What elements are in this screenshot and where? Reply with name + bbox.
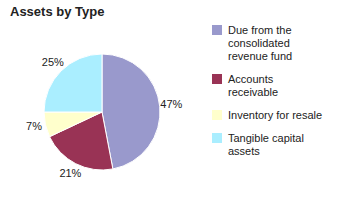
- legend: Due from theconsolidatedrevenue fund Acco…: [212, 24, 322, 157]
- legend-swatch: [212, 74, 222, 84]
- data-label: 47%: [160, 98, 182, 110]
- legend-swatch: [212, 25, 222, 35]
- data-label: 25%: [42, 56, 64, 68]
- data-labels: 47% 21% 7% 25%: [26, 56, 182, 179]
- legend-swatch: [212, 133, 222, 143]
- legend-label: Accountsreceivable: [228, 73, 278, 98]
- legend-swatch: [212, 110, 222, 120]
- pie-slice: [102, 54, 160, 169]
- chart-container: Assets by Type 47% 21% 7% 25% Due from thecon…: [0, 0, 354, 199]
- pie-slices: [44, 54, 160, 170]
- legend-label: Due from theconsolidatedrevenue fund: [228, 24, 292, 62]
- title: Assets by Type: [10, 4, 104, 19]
- data-label: 7%: [26, 120, 42, 132]
- legend-label: Tangible capitalassets: [228, 132, 304, 157]
- legend-label: Inventory for resale: [228, 109, 322, 121]
- data-label: 21%: [59, 167, 81, 179]
- chart: Assets by Type 47% 21% 7% 25% Due from thecon…: [0, 0, 354, 199]
- pie-slice: [44, 112, 102, 137]
